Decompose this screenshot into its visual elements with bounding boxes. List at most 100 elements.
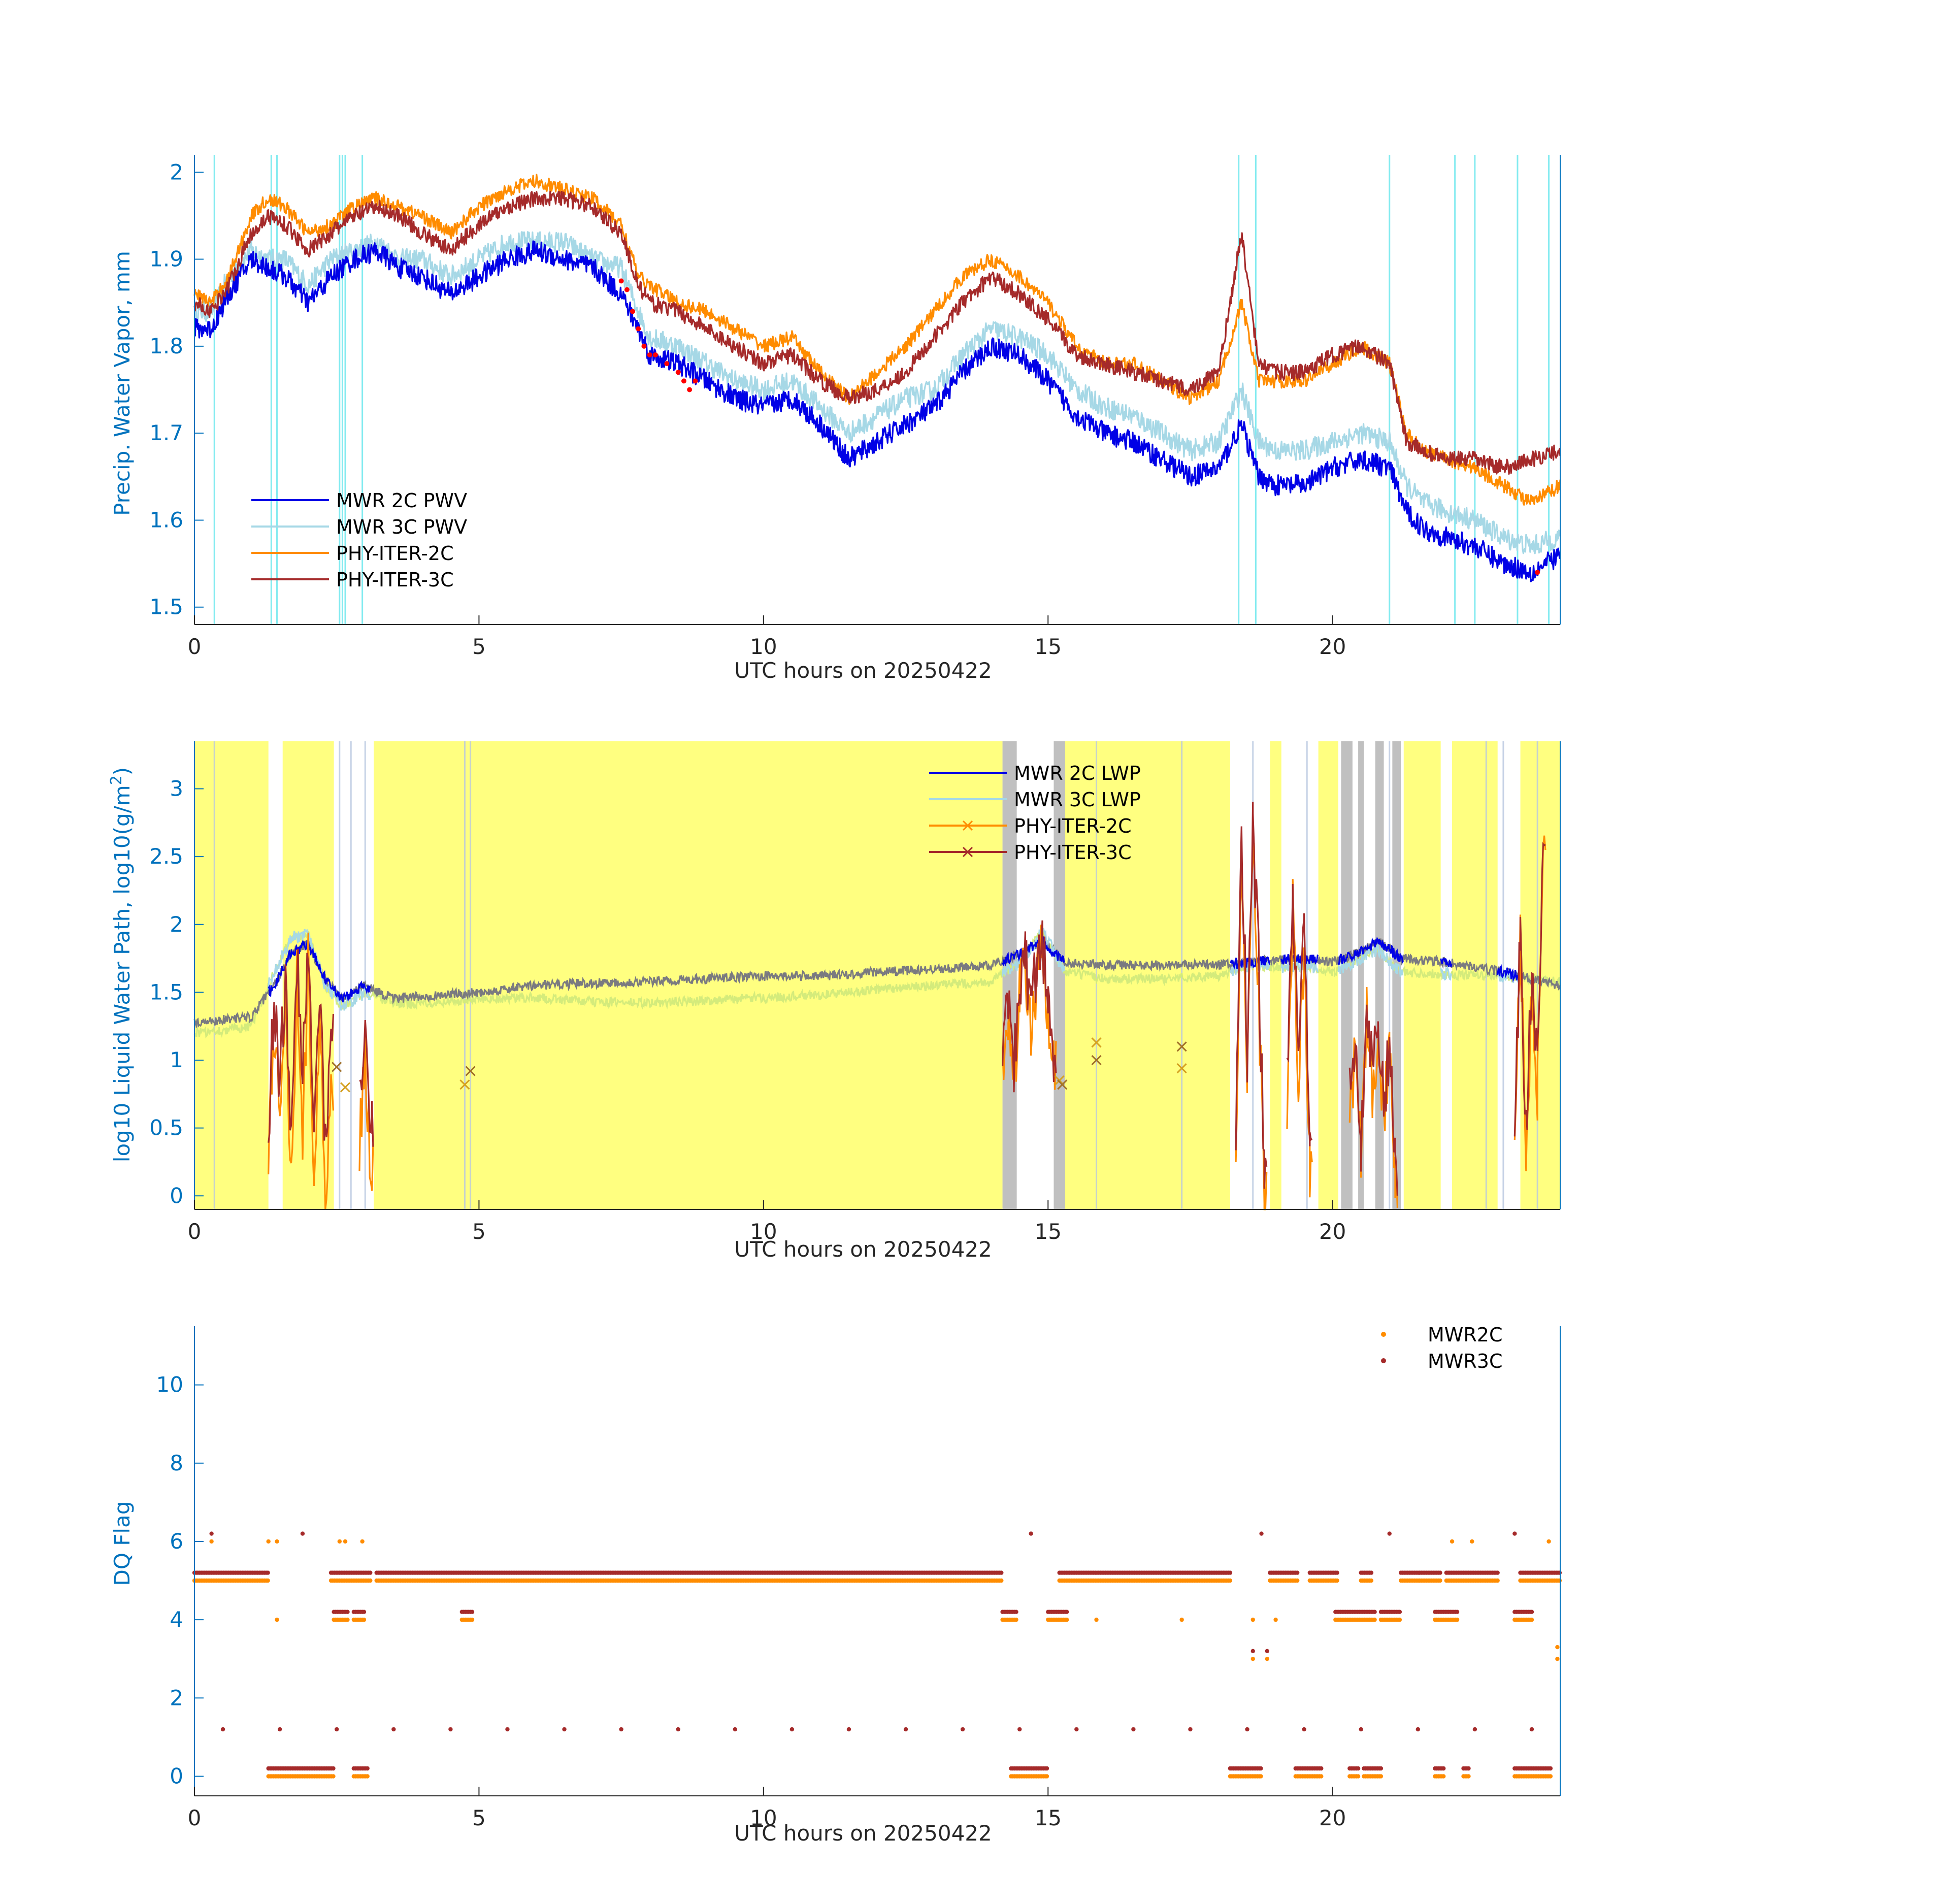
dq-x-tick-label: 10: [750, 1805, 777, 1830]
pwv-flag-point: [641, 343, 647, 349]
dq-point-mwr2c: [345, 1617, 350, 1622]
lwp-series-line-mwr2c: [1337, 936, 1404, 965]
lwp-y-tick-label: 2.5: [149, 844, 183, 869]
dq-point-mwr3c: [448, 1727, 453, 1732]
lwp-y-axis-label-tail: ): [110, 767, 135, 775]
dq-point-mwr3c: [1302, 1727, 1306, 1732]
lwp-marker-iter3c: [332, 1062, 342, 1072]
dq-y-tick-label: 6: [170, 1529, 183, 1554]
dq-x-axis-label: UTC hours on 20250422: [734, 1821, 992, 1846]
dq-point-mwr2c: [1250, 1617, 1255, 1622]
lwp-marker-iter3c-stroke: [332, 1062, 342, 1072]
pwv-x-tick-label: 5: [472, 634, 486, 659]
dq-point-mwr3c: [1387, 1531, 1392, 1536]
dq-point-mwr2c: [1265, 1657, 1269, 1661]
dq-point-mwr2c: [1378, 1774, 1384, 1779]
dq-point-mwr2c: [1259, 1774, 1263, 1779]
dq-point-mwr2c: [343, 1539, 348, 1544]
lwp-series-line-mwr3c: [1440, 965, 1453, 981]
lwp-series-line-iter3c: [1348, 1004, 1398, 1196]
dq-point-mwr2c: [470, 1617, 475, 1622]
lwp-y-tick-label: 0: [170, 1183, 183, 1208]
lwp-series-line-iter3c: [1513, 842, 1546, 1137]
dq-point-mwr3c: [277, 1727, 282, 1732]
lwp-y-tick-label: 3: [170, 776, 183, 801]
dq-point-mwr3c: [1295, 1570, 1300, 1575]
lwp-marker-iter3c: [1176, 1041, 1187, 1052]
dq-point-mwr2c: [331, 1774, 336, 1779]
lwp-series-line-iter2c: [268, 932, 335, 1210]
dq-point-mwr2c: [1250, 1657, 1255, 1661]
lwp-series-line-mwr2c: [1440, 958, 1453, 967]
dq-point-mwr2c: [1094, 1617, 1099, 1622]
lwp-x-tick-label: 10: [750, 1219, 777, 1244]
pwv-y-tick-label: 1.9: [149, 247, 183, 272]
lwp-marker-iter2c: [1091, 1037, 1102, 1048]
dq-point-mwr2c: [368, 1578, 373, 1583]
dq-legend-label: MWR3C: [1428, 1350, 1502, 1372]
lwp-series-line-iter3c: [1286, 883, 1313, 1146]
dq-point-mwr2c: [1529, 1617, 1534, 1622]
dq-point-mwr3c: [1438, 1570, 1442, 1575]
dq-point-mwr3c: [846, 1727, 851, 1732]
dq-point-mwr2c: [275, 1539, 279, 1544]
lwp-marker-iter2c: [340, 1082, 351, 1093]
pwv-x-axis-label: UTC hours on 20250422: [734, 658, 992, 683]
lwp-marker-iter2c: [459, 1079, 470, 1090]
dq-point-mwr2c: [1295, 1578, 1300, 1583]
lwp-legend-marker: [962, 846, 973, 858]
dq-point-mwr3c: [1557, 1570, 1562, 1575]
dq-point-mwr3c: [220, 1727, 225, 1732]
pwv-flag-point: [630, 309, 636, 314]
lwp-marker-iter2c-stroke: [340, 1082, 351, 1093]
dq-point-mwr3c: [470, 1610, 475, 1614]
dq-legend-marker: [1381, 1332, 1386, 1337]
pwv-x-tick-label: 20: [1319, 634, 1346, 659]
lwp-marker-iter3c: [1057, 1079, 1068, 1090]
pwv-flag-point: [687, 387, 693, 392]
dq-point-mwr3c: [1017, 1727, 1022, 1732]
pwv-flag-point: [647, 352, 652, 357]
dq-point-mwr3c: [1466, 1766, 1471, 1771]
lwp-marker-iter2c: [1176, 1063, 1187, 1074]
dq-point-mwr2c: [1014, 1617, 1018, 1622]
dq-y-tick-label: 0: [170, 1763, 183, 1788]
pwv-x-tick-label: 15: [1035, 634, 1062, 659]
dq-point-mwr3c: [266, 1570, 270, 1575]
dq-point-mwr2c: [1369, 1578, 1374, 1583]
lwp-y-tick-label: 0.5: [149, 1115, 183, 1140]
dq-point-mwr3c: [1416, 1727, 1420, 1732]
lwp-y-axis-label-main: log10 Liquid Water Path, log10(g/m: [110, 785, 135, 1162]
dq-point-mwr2c: [361, 1617, 367, 1622]
pwv-series: [193, 174, 1561, 582]
pwv-y-tick-label: 1.7: [149, 420, 183, 445]
pwv-flag-point: [618, 278, 624, 284]
dq-point-mwr3c: [789, 1727, 795, 1732]
lwp-cloud-band: [1341, 741, 1353, 1209]
pwv-x-tick-label: 0: [188, 634, 202, 659]
pwv-x-tick-label: 10: [750, 634, 777, 659]
dq-point-mwr2c: [1372, 1617, 1377, 1622]
dq-point-mwr3c: [1188, 1727, 1193, 1732]
dq-point-mwr2c: [999, 1578, 1004, 1583]
dq-point-mwr3c: [505, 1727, 510, 1732]
dq-point-mwr2c: [1455, 1617, 1460, 1622]
lwp-clear-sky-span: [1270, 741, 1281, 1209]
lwp-y-tick-label: 1: [170, 1047, 183, 1072]
dq-point-mwr2c: [1438, 1578, 1442, 1583]
dq-point-mwr2c: [209, 1539, 214, 1544]
pwv-y-tick-label: 2: [170, 159, 183, 184]
dq-point-mwr2c: [266, 1578, 270, 1583]
pwv-panel: 0 5 10 15 20 1.5 1.6 1.7 1.8 1.9 2 UTC hours on 20…: [110, 155, 1561, 683]
dq-point-mwr3c: [960, 1727, 965, 1732]
dq-point-mwr2c: [1495, 1578, 1500, 1583]
dq-y-tick-label: 10: [156, 1372, 183, 1397]
dq-x-tick-label: 5: [472, 1805, 486, 1830]
dq-point-mwr2c: [337, 1539, 342, 1544]
dq-point-mwr3c: [1356, 1766, 1361, 1771]
dq-point-mwr3c: [1359, 1727, 1363, 1732]
dq-point-mwr3c: [1259, 1531, 1264, 1536]
dq-x-tick-label: 0: [188, 1805, 202, 1830]
lwp-x-tick-label: 5: [472, 1219, 486, 1244]
